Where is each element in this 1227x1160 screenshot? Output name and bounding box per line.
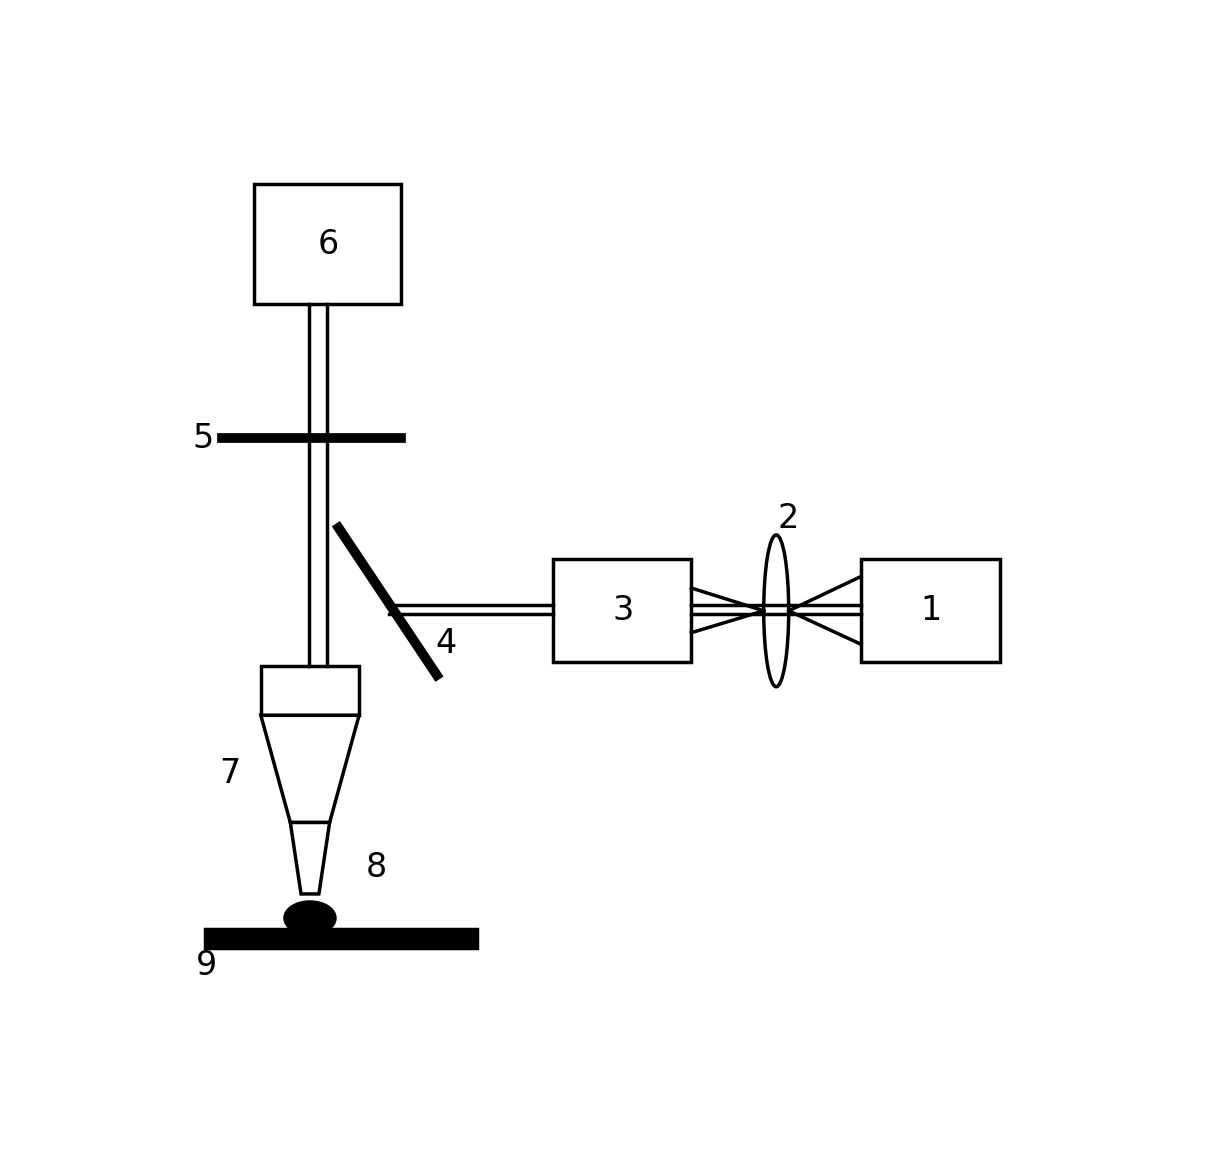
Text: 1: 1 — [920, 594, 941, 628]
Text: 8: 8 — [366, 850, 387, 884]
Bar — [261, 666, 360, 716]
Ellipse shape — [285, 902, 335, 934]
Text: 9: 9 — [195, 949, 217, 981]
Text: 4: 4 — [436, 628, 456, 660]
Text: 6: 6 — [318, 229, 339, 261]
Bar — [553, 559, 691, 661]
Bar — [861, 559, 1000, 661]
Ellipse shape — [763, 535, 789, 687]
Text: 3: 3 — [612, 594, 633, 628]
Polygon shape — [261, 716, 360, 822]
Text: 2: 2 — [777, 502, 799, 535]
Text: 5: 5 — [193, 422, 213, 455]
Bar — [205, 929, 477, 949]
Bar — [254, 184, 401, 304]
Polygon shape — [291, 822, 330, 894]
Text: 7: 7 — [220, 756, 240, 790]
